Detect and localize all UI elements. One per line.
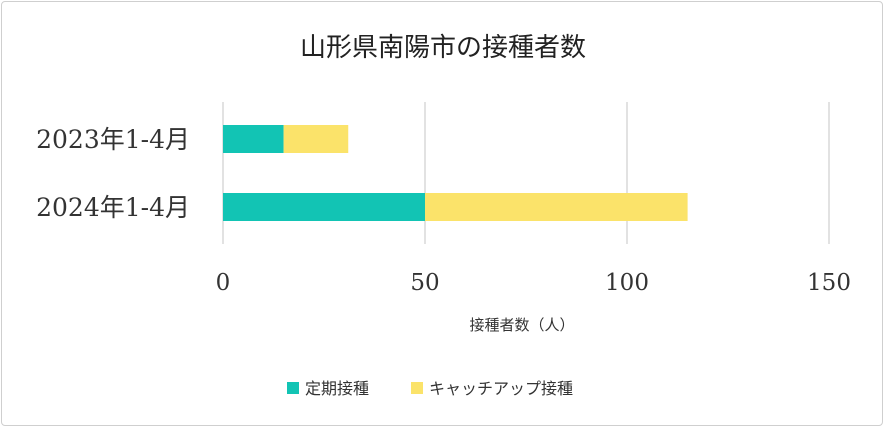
x-tick-label-1: 50: [410, 270, 439, 296]
category-label-0: 2023年1-4月: [36, 125, 190, 154]
x-tick-label-2: 100: [605, 270, 649, 296]
x-tick-label-3: 150: [807, 270, 851, 296]
x-tick-labels: 0 50 100 150: [216, 270, 851, 296]
legend: 定期接種 キャッチアップ接種: [287, 379, 573, 398]
legend-label-1: キャッチアップ接種: [429, 379, 573, 398]
bar-1-1: [425, 193, 688, 221]
legend-label-0: 定期接種: [305, 379, 369, 398]
x-axis-title: 接種者数（人）: [469, 316, 574, 334]
chart-title: 山形県南陽市の接種者数: [300, 33, 586, 63]
category-labels: 2023年1-4月 2024年1-4月: [36, 125, 190, 222]
bar-1-0: [223, 193, 425, 221]
bar-0-0: [223, 125, 284, 153]
legend-swatch-0: [287, 382, 299, 394]
x-tick-label-0: 0: [216, 270, 231, 296]
category-label-1: 2024年1-4月: [36, 193, 190, 222]
bars: [223, 125, 688, 221]
legend-swatch-1: [411, 382, 423, 394]
gridlines: [222, 102, 830, 244]
bar-0-1: [283, 125, 349, 153]
